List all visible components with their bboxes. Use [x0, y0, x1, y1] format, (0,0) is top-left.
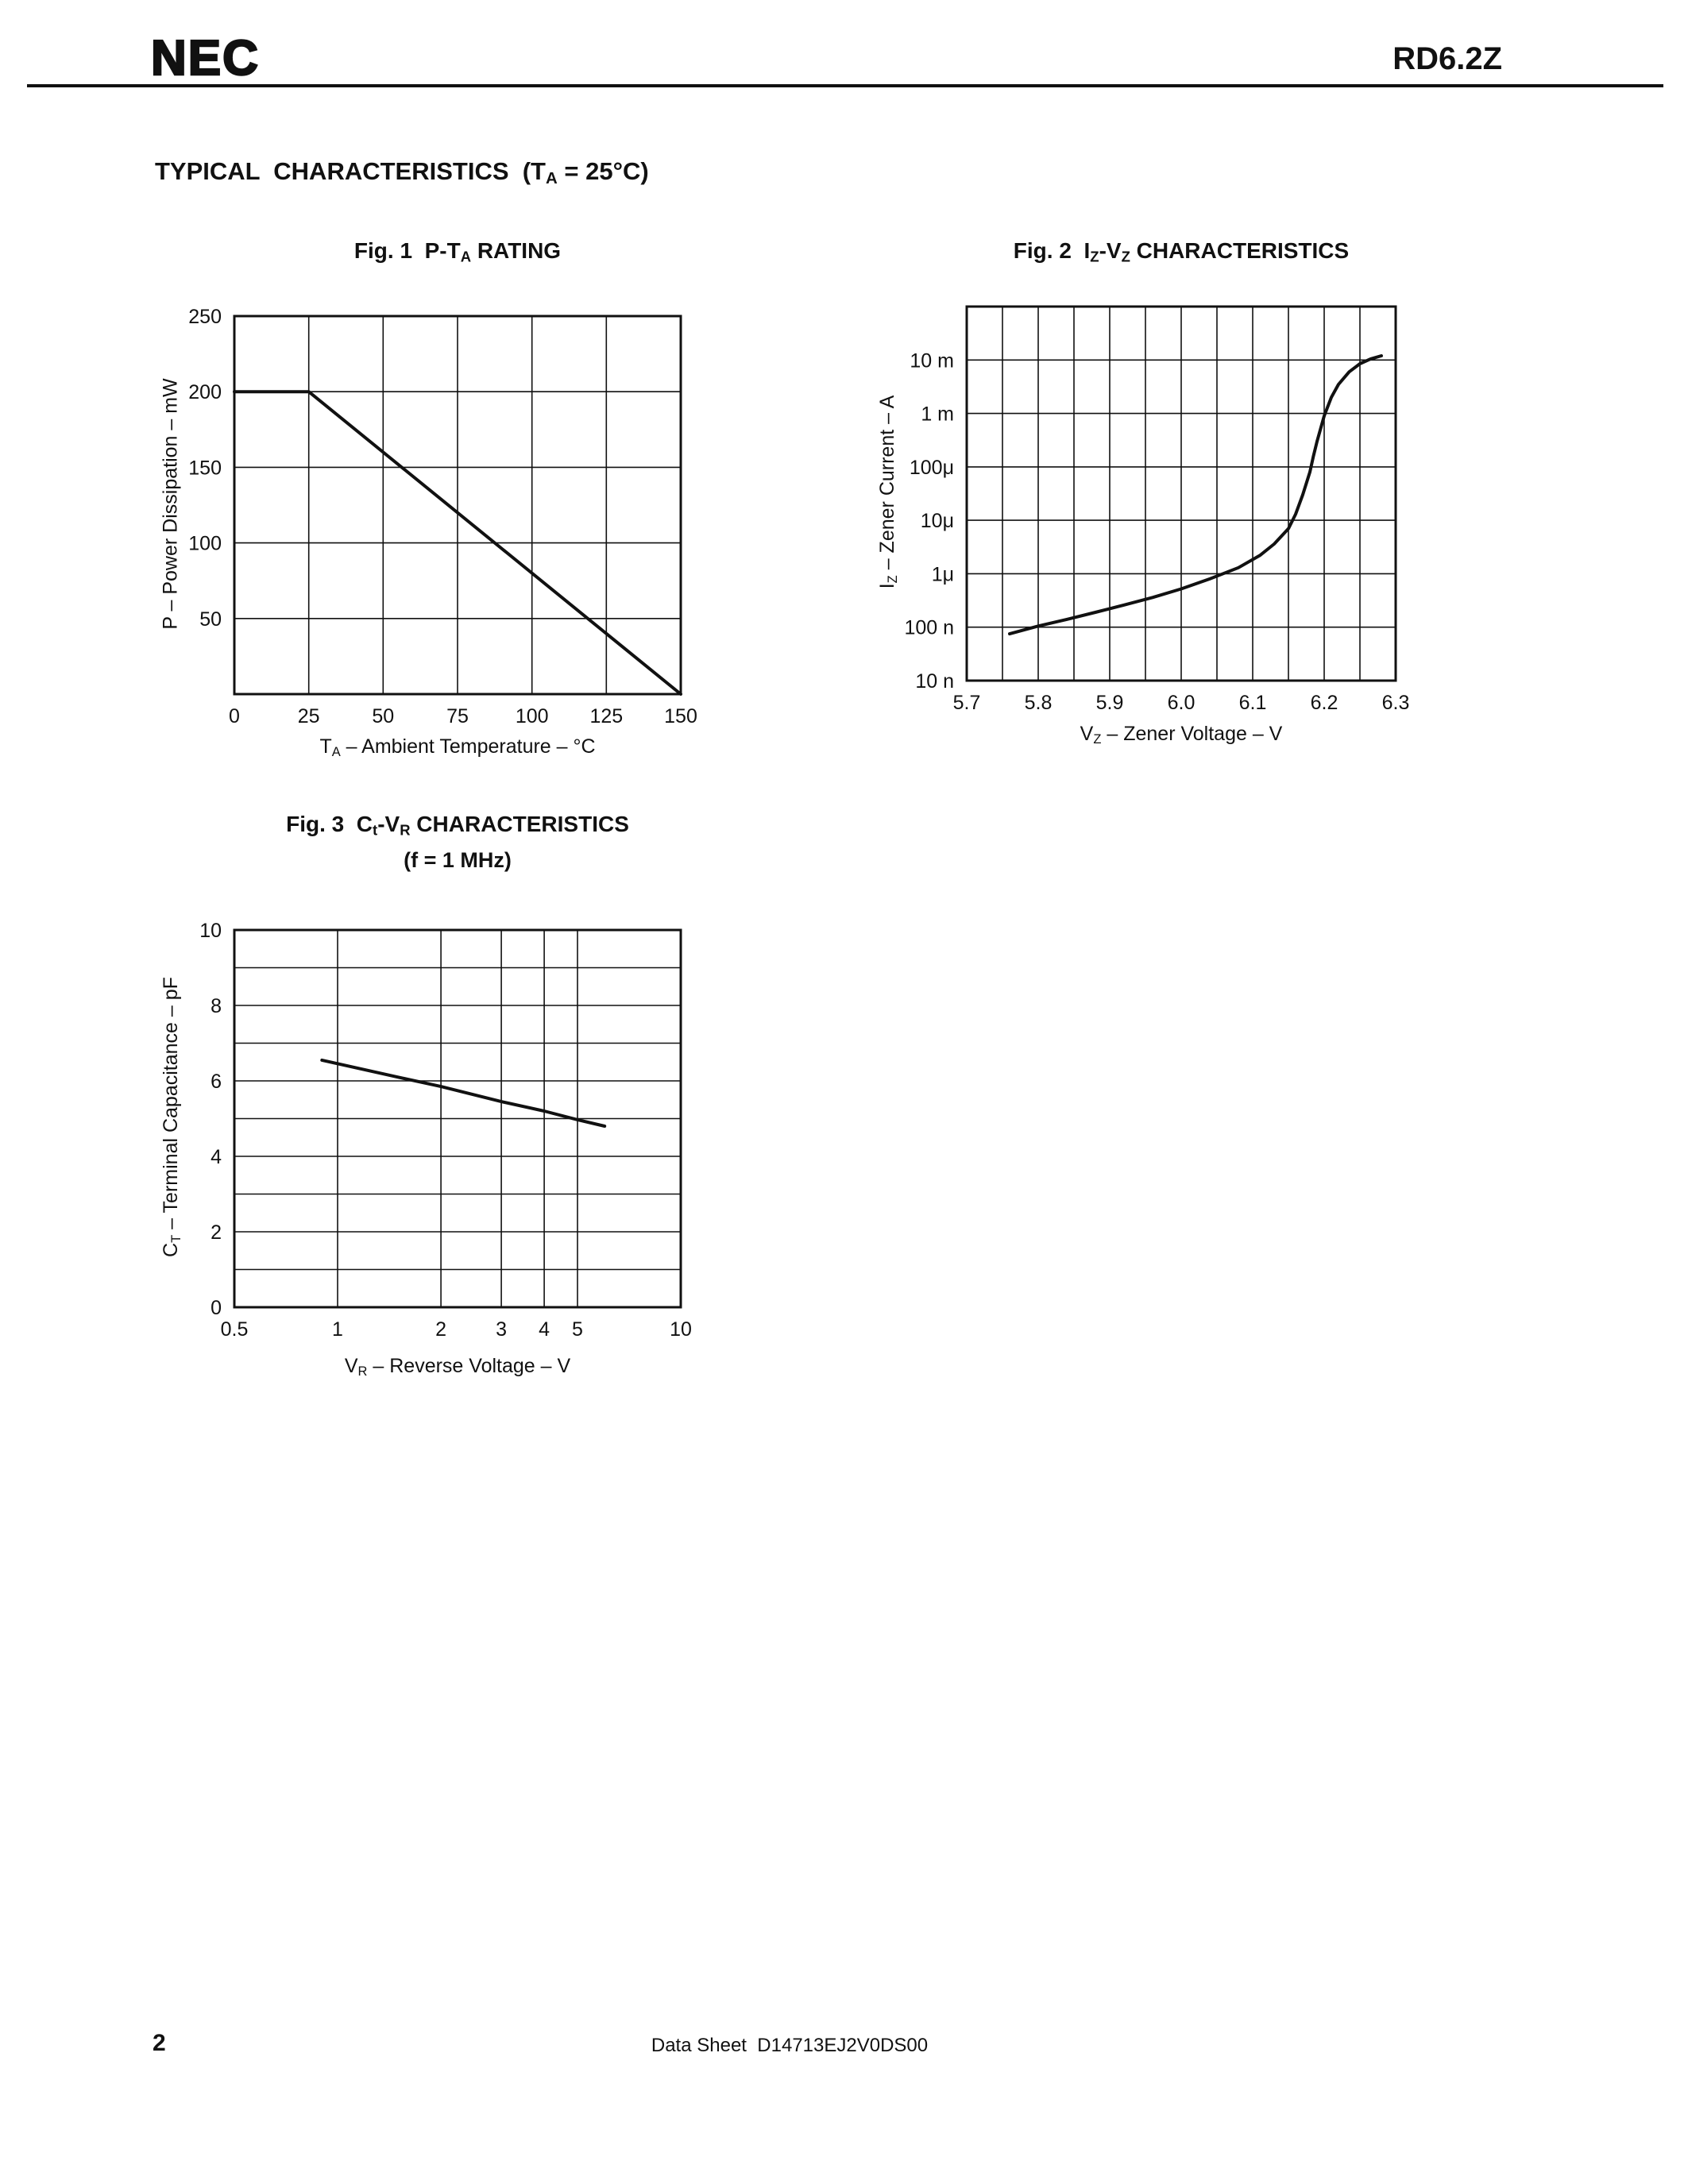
svg-text:10: 10 — [670, 1318, 692, 1341]
header-rule — [27, 84, 1663, 87]
svg-text:100: 100 — [516, 705, 549, 727]
figure-3-x-axis-title: VR – Reverse Voltage – V — [344, 1355, 571, 1379]
svg-text:6.0: 6.0 — [1168, 692, 1196, 714]
svg-text:3: 3 — [496, 1318, 507, 1341]
figure-3-title: Fig. 3 Ct-VR CHARACTERISTICS — [286, 812, 629, 839]
figure-1-y-axis-title: P – Power Dissipation – mW — [159, 378, 182, 630]
svg-text:10: 10 — [199, 920, 222, 942]
footer-doc-id: Data Sheet D14713EJ2V0DS00 — [651, 2035, 929, 2056]
nec-logo: NEC — [150, 30, 260, 87]
svg-text:1 m: 1 m — [921, 403, 954, 426]
svg-text:6.2: 6.2 — [1311, 692, 1338, 714]
figure-1-plot: 0 25 50 75 100 125 150 50 100 150 200 250 — [188, 306, 697, 727]
svg-text:125: 125 — [589, 705, 623, 727]
svg-text:100: 100 — [188, 533, 222, 555]
svg-text:1μ: 1μ — [932, 563, 954, 585]
svg-text:5: 5 — [572, 1318, 583, 1341]
svg-text:6.3: 6.3 — [1382, 692, 1410, 714]
svg-text:10 m: 10 m — [910, 349, 954, 372]
section-title: TYPICAL CHARACTERISTICS (TA = 25°C) — [155, 157, 649, 188]
svg-text:100μ: 100μ — [910, 457, 954, 479]
svg-text:5.8: 5.8 — [1025, 692, 1053, 714]
figure-2-x-axis-title: VZ – Zener Voltage – V — [1080, 723, 1283, 747]
svg-text:0: 0 — [211, 1297, 222, 1319]
svg-text:8: 8 — [211, 995, 222, 1017]
svg-text:10 n: 10 n — [915, 670, 954, 693]
figure-2-y-axis-title: IZ – Zener Current – A — [876, 395, 901, 589]
svg-text:4: 4 — [211, 1146, 222, 1168]
figure-2-title: Fig. 2 IZ-VZ CHARACTERISTICS — [1013, 238, 1350, 265]
svg-text:50: 50 — [199, 608, 222, 631]
svg-text:50: 50 — [372, 705, 394, 727]
figure-3-y-axis-title: CT – Terminal Capacitance – pF — [160, 977, 184, 1257]
figure-1-title: Fig. 1 P-TA RATING — [353, 238, 562, 265]
svg-text:150: 150 — [664, 705, 697, 727]
svg-text:250: 250 — [188, 306, 222, 328]
svg-text:5.7: 5.7 — [953, 692, 981, 714]
svg-text:25: 25 — [298, 705, 320, 727]
svg-text:2: 2 — [211, 1221, 222, 1244]
figure-2-plot: 5.7 5.8 5.9 6.0 6.1 6.2 6.3 10 m 1 m 100μ 10μ 1μ 100… — [904, 305, 1409, 714]
figure-1-x-axis-title: TA – Ambient Temperature – °C — [319, 735, 596, 760]
svg-text:6: 6 — [211, 1071, 222, 1093]
svg-text:4: 4 — [539, 1318, 550, 1341]
svg-text:200: 200 — [188, 381, 222, 403]
figure-3-plot: 0.5 1 2 3 4 5 10 0 2 4 6 8 10 — [199, 920, 692, 1341]
svg-text:6.1: 6.1 — [1239, 692, 1267, 714]
part-number: RD6.2Z — [1393, 41, 1502, 76]
svg-text:0.5: 0.5 — [221, 1318, 249, 1341]
svg-text:150: 150 — [188, 457, 222, 479]
svg-text:100 n: 100 n — [904, 617, 954, 639]
svg-text:0: 0 — [229, 705, 240, 727]
svg-text:10μ: 10μ — [921, 510, 954, 532]
figure-3-subtitle: (f = 1 MHz) — [404, 848, 512, 872]
svg-text:1: 1 — [332, 1318, 343, 1341]
svg-text:5.9: 5.9 — [1096, 692, 1124, 714]
svg-text:75: 75 — [446, 705, 469, 727]
svg-text:2: 2 — [435, 1318, 446, 1341]
page-number: 2 — [153, 2030, 166, 2056]
